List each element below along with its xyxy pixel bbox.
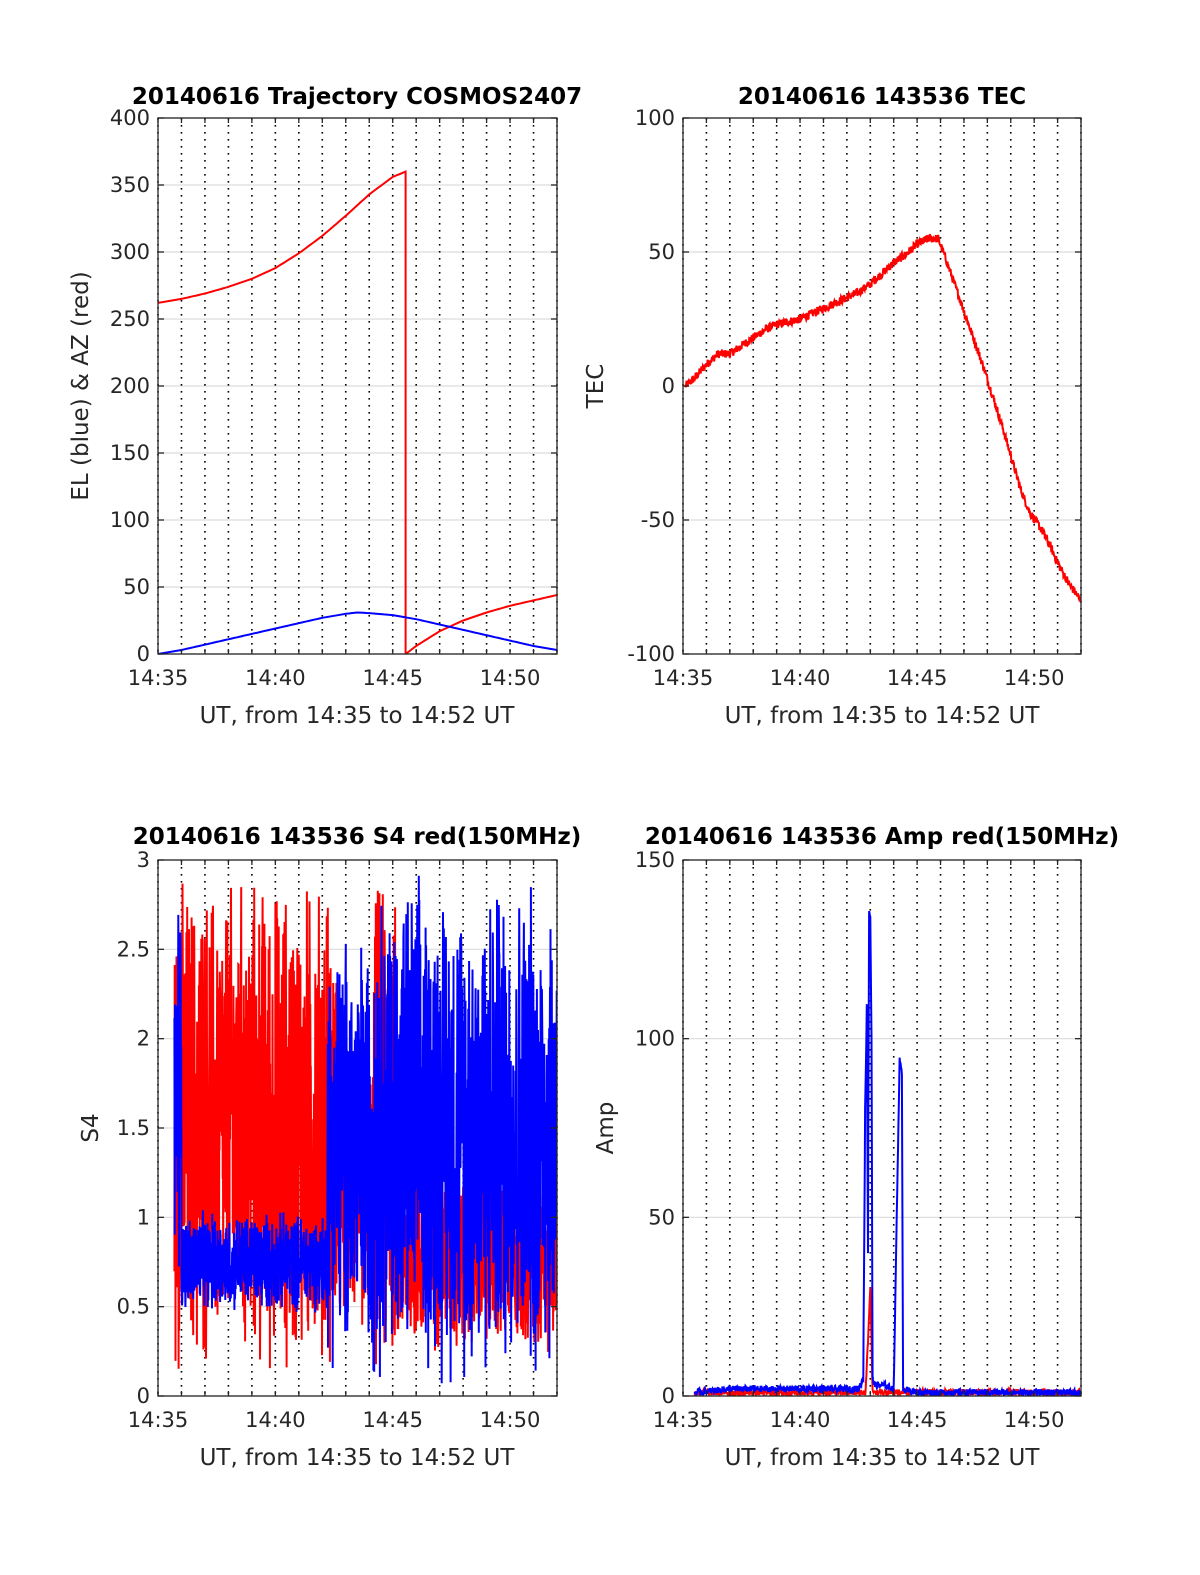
y-tick-label: 250 [110,307,150,331]
y-axis-label: Amp [593,1102,619,1155]
y-tick-label: 0 [137,1384,150,1408]
y-tick-label: 100 [110,508,150,532]
x-tick-label: 14:50 [1004,1408,1065,1432]
y-tick-label: -100 [627,642,675,666]
y-tick-label: 50 [648,1205,675,1229]
x-tick-label: 14:50 [480,666,541,690]
chart-title: 20140616 143536 TEC [738,84,1026,110]
y-tick-label: 350 [110,173,150,197]
x-axis-label: UT, from 14:35 to 14:52 UT [725,703,1041,729]
series-line-b [693,910,1081,1396]
x-axis-label: UT, from 14:35 to 14:52 UT [200,703,516,729]
x-tick-label: 14:45 [362,666,423,690]
series-line-a [684,233,1081,604]
x-axis-label: UT, from 14:35 to 14:52 UT [200,1445,516,1471]
x-tick-label: 14:40 [245,1408,306,1432]
y-tick-label: 200 [110,374,150,398]
y-tick-label: 50 [123,575,150,599]
y-tick-label: 2 [137,1027,150,1051]
y-tick-label: 300 [110,240,150,264]
x-tick-label: 14:35 [128,1408,189,1432]
y-tick-label: 100 [635,1027,675,1051]
x-tick-label: 14:35 [653,666,714,690]
chart-s4: 20140616 143536 S4 red(150MHz) 0 0.5 1 1.5 2… [78,824,581,1471]
chart-title: 20140616 143536 S4 red(150MHz) [133,824,582,850]
x-tick-label: 14:45 [362,1408,423,1432]
y-tick-label: 100 [635,106,675,130]
plot-frame [682,859,1082,1397]
series-line-b [173,875,557,1384]
chart-tec: 20140616 143536 TEC -100 -50 0 50 100 14:35 14… [583,84,1082,729]
y-tick-label: 3 [137,848,150,872]
y-tick-label: 400 [110,106,150,130]
y-axis-label: TEC [583,364,609,410]
x-tick-label: 14:35 [653,1408,714,1432]
x-tick-label: 14:40 [245,666,306,690]
y-tick-label: 1.5 [117,1116,150,1140]
x-tick-label: 14:40 [770,666,831,690]
y-axis-label: S4 [78,1113,104,1142]
x-tick-label: 14:50 [480,1408,541,1432]
chart-amp: 20140616 143536 Amp red(150MHz) 0 50 100 15… [593,824,1119,1471]
y-tick-label: 0 [662,374,675,398]
series-line-a [158,170,557,654]
chart-title: 20140616 Trajectory COSMOS2407 [132,84,582,110]
x-tick-label: 14:40 [770,1408,831,1432]
y-tick-label: 150 [635,848,675,872]
chart-title: 20140616 143536 Amp red(150MHz) [645,824,1119,850]
series-line-b [158,611,557,654]
x-tick-label: 14:45 [887,666,948,690]
y-tick-label: 50 [648,240,675,264]
y-tick-label: 0 [137,642,150,666]
y-tick-label: 1 [137,1205,150,1229]
y-tick-label: 0.5 [117,1295,150,1319]
y-axis-label: EL (blue) & AZ (red) [68,271,94,500]
y-tick-label: 2.5 [117,937,150,961]
x-tick-label: 14:45 [887,1408,948,1432]
y-tick-label: 150 [110,441,150,465]
y-tick-label: -50 [641,508,675,532]
y-tick-label: 0 [662,1384,675,1408]
x-axis-label: UT, from 14:35 to 14:52 UT [725,1445,1041,1471]
x-tick-label: 14:35 [128,666,189,690]
chart-trajectory: 20140616 Trajectory COSMOS2407 0 50 100 150… [68,84,582,729]
series-line-a [693,1287,1081,1396]
x-tick-label: 14:50 [1004,666,1065,690]
